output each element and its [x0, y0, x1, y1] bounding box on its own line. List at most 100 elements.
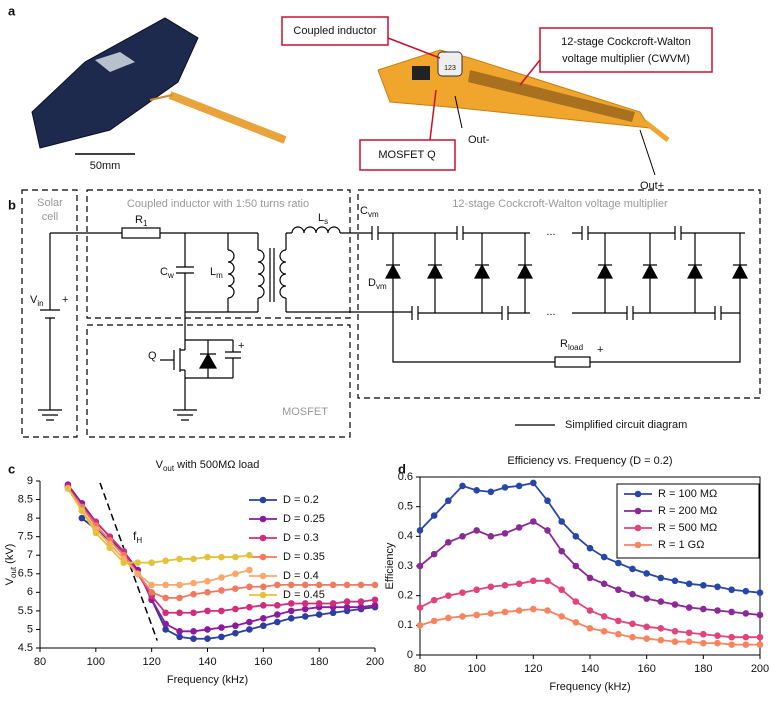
annotation: fH — [133, 529, 142, 545]
data-point — [301, 613, 309, 620]
component-label: Rload — [560, 338, 583, 352]
diode — [516, 263, 534, 279]
data-point — [246, 603, 253, 611]
data-point — [315, 611, 323, 618]
text-sub: vm — [376, 282, 387, 291]
data-point — [176, 594, 183, 602]
text-rest: with 500MΩ load — [174, 459, 259, 471]
plus-sign: + — [62, 294, 68, 306]
callout-box — [281, 16, 389, 46]
y-tick-label: 0.3 — [398, 560, 413, 572]
callout: MOSFET Q — [378, 149, 436, 161]
data-point — [246, 583, 253, 591]
data-point — [273, 581, 281, 589]
box-label: cell — [42, 211, 59, 223]
callout-line — [387, 37, 441, 59]
data-point — [685, 629, 693, 637]
data-point — [600, 580, 608, 588]
data-point — [190, 555, 197, 563]
text-sub: m — [216, 271, 223, 280]
data-point — [232, 585, 239, 592]
data-point — [301, 581, 309, 589]
data-point — [162, 609, 169, 617]
text-sub: s — [324, 217, 328, 226]
data-point — [473, 611, 480, 619]
data-point — [273, 611, 281, 618]
y-tick-label: 4.5 — [18, 642, 33, 654]
x-tick-label: 120 — [142, 656, 160, 668]
data-point — [714, 583, 721, 591]
data-point — [586, 544, 594, 552]
callout-line — [519, 59, 541, 86]
data-point — [572, 533, 580, 540]
text-sub: vm — [368, 210, 379, 219]
data-point — [204, 635, 211, 643]
data-point — [515, 607, 523, 614]
x-axis-label: Frequency (kHz) — [167, 674, 248, 686]
data-point — [700, 639, 707, 647]
data-point — [685, 604, 693, 611]
text-main: L — [318, 212, 324, 224]
x-tick-label: 100 — [87, 656, 105, 668]
x-tick-label: 180 — [310, 656, 328, 668]
panel-label: a — [8, 3, 16, 18]
y-tick-label: 0 — [407, 649, 413, 661]
data-point — [572, 562, 580, 570]
chart-title: Efficiency vs. Frequency (D = 0.2) — [507, 455, 672, 467]
data-point — [643, 570, 650, 577]
data-point — [287, 581, 295, 589]
y-tick-label: 7.5 — [18, 531, 33, 543]
data-point — [190, 579, 197, 587]
callout: voltage multiplier (CWVM) — [562, 53, 690, 65]
box-label: Solar — [37, 197, 63, 209]
legend-label: D = 0.45 — [283, 589, 325, 601]
data-point — [287, 615, 295, 622]
data-point — [629, 633, 636, 641]
x-tick-label: 140 — [581, 663, 599, 675]
wire — [50, 232, 412, 340]
data-point — [134, 570, 142, 578]
data-point — [357, 603, 365, 611]
data-point — [615, 559, 622, 567]
data-point — [260, 583, 267, 591]
dashed-box — [86, 324, 351, 438]
data-point — [162, 581, 169, 589]
legend-marker — [259, 591, 267, 599]
data-point — [487, 533, 495, 540]
data-point — [329, 581, 337, 589]
callout: Coupled inductor — [293, 25, 377, 37]
data-point — [204, 577, 211, 585]
data-point — [445, 538, 452, 546]
data-point — [287, 600, 295, 607]
inductor — [227, 249, 235, 299]
text-main: C — [360, 205, 368, 217]
text-main: R — [135, 214, 143, 226]
data-point — [343, 581, 351, 589]
data-point — [756, 641, 764, 648]
data-point — [416, 562, 424, 570]
y-tick-label: 8.5 — [18, 493, 33, 505]
text-sub: 1 — [143, 219, 148, 228]
data-point — [301, 600, 309, 607]
legend-marker — [634, 541, 642, 549]
data-point — [218, 607, 225, 615]
pcb-tail — [643, 120, 670, 142]
data-point — [176, 633, 183, 641]
text-sub: load — [568, 343, 583, 352]
component-label: Cw — [160, 266, 174, 280]
data-point — [204, 626, 211, 633]
data-point — [700, 581, 707, 589]
ellipsis: ... — [546, 226, 555, 238]
data-point — [357, 581, 365, 589]
component-label: Ls — [318, 212, 328, 226]
data-point — [629, 565, 636, 573]
data-point — [218, 587, 225, 594]
data-point — [530, 518, 537, 525]
data-point — [416, 527, 424, 534]
data-point — [232, 629, 239, 637]
dashed-box — [21, 189, 78, 438]
data-point — [329, 600, 337, 607]
data-point — [685, 638, 693, 645]
solar-film — [31, 17, 199, 149]
data-point — [728, 608, 735, 616]
